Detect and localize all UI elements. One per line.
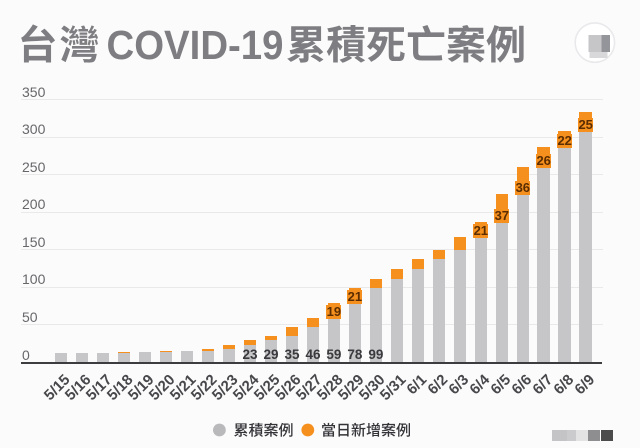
svg-text:COVID-19: COVID-19 [107, 22, 284, 68]
